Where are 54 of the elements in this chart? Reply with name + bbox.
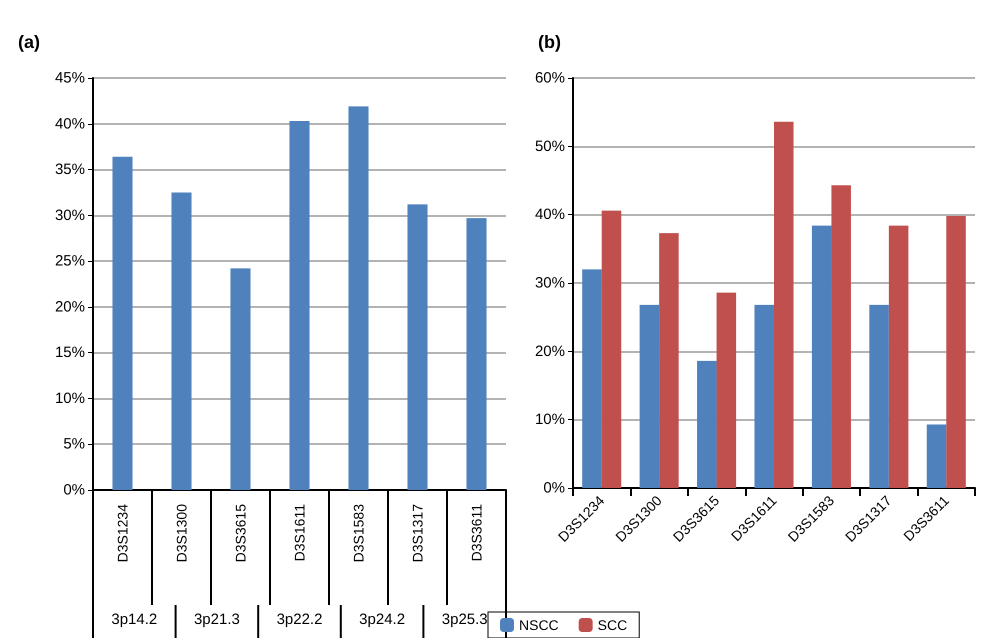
legend-label: SCC <box>598 617 628 633</box>
text: 3p22.2 <box>276 611 322 628</box>
bar <box>946 216 966 488</box>
bar <box>171 192 192 490</box>
bar <box>697 360 717 488</box>
y-tick-label: 25% <box>54 252 85 270</box>
y-tick-label: 40% <box>534 206 565 224</box>
y-tick-label: 15% <box>54 344 85 362</box>
bar <box>716 292 736 488</box>
bar <box>582 269 602 488</box>
bar <box>888 226 908 488</box>
chart-title: (a) <box>18 32 40 52</box>
y-tick-label: 30% <box>534 274 565 292</box>
y-tick-label: 0% <box>63 482 85 498</box>
bar <box>812 226 832 488</box>
x-tick-label: D3S1234 <box>114 504 130 562</box>
bar <box>230 268 251 490</box>
y-tick-label: 30% <box>54 206 85 224</box>
bar <box>466 218 487 490</box>
y-tick-label: 20% <box>534 342 565 360</box>
y-tick-label: 5% <box>63 436 85 453</box>
chart-title: (b) <box>538 32 561 52</box>
bar <box>754 304 774 488</box>
y-tick-label: 60% <box>534 70 565 86</box>
text: 3p21.3 <box>194 611 240 628</box>
bar <box>112 156 133 490</box>
x-tick-label: D3S3615 <box>232 504 248 562</box>
y-tick-label: 40% <box>54 115 85 132</box>
y-tick-label: 20% <box>54 298 85 316</box>
bar <box>348 106 369 490</box>
bar <box>869 304 889 488</box>
y-tick-label: 10% <box>54 390 85 407</box>
text: 3p14.2 <box>111 611 158 628</box>
x-tick-label: D3S1300 <box>174 504 190 562</box>
x-tick-label: D3S1583 <box>350 504 366 562</box>
bar <box>407 204 428 490</box>
y-tick-label: 50% <box>534 138 565 155</box>
bar <box>602 210 622 488</box>
text: 3p24.2 <box>359 611 406 628</box>
y-tick-label: 45% <box>54 70 85 86</box>
bar <box>774 122 794 488</box>
x-tick-label: D3S1317 <box>410 504 426 562</box>
legend-label: NSCC <box>519 617 559 633</box>
bar <box>926 424 946 488</box>
bar <box>659 233 679 488</box>
bar <box>831 185 851 488</box>
bar <box>640 304 660 488</box>
x-tick-label: D3S3611 <box>468 504 484 562</box>
bar <box>289 121 310 490</box>
y-tick-label: 35% <box>54 161 85 178</box>
y-tick-label: 10% <box>534 411 565 428</box>
y-tick-label: 0% <box>543 480 565 496</box>
text: 3p25.3 <box>442 611 488 628</box>
x-tick-label: D3S1611 <box>292 504 308 562</box>
